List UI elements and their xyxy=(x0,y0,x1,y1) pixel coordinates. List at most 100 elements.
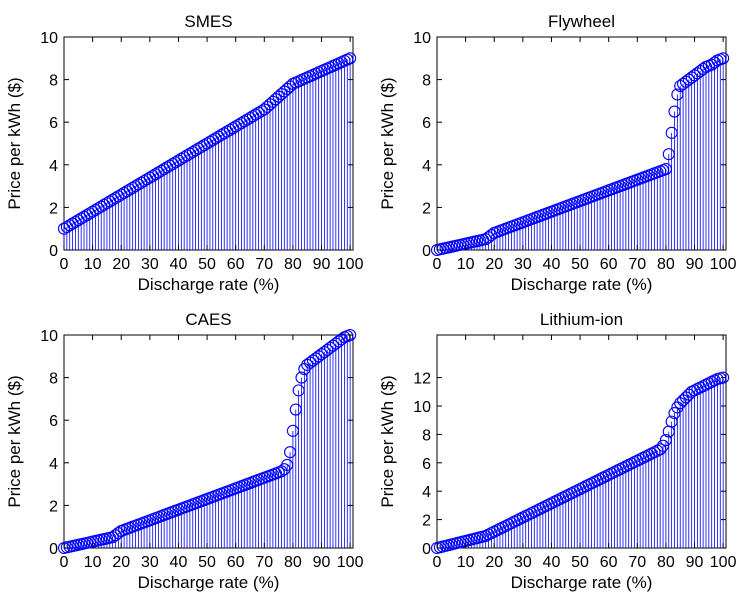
markers xyxy=(57,328,357,555)
stem-marker xyxy=(671,88,684,101)
y-tick-label: 10 xyxy=(413,30,431,47)
x-tick-label: 100 xyxy=(337,256,364,273)
x-tick-label: 90 xyxy=(686,554,704,571)
stems xyxy=(66,335,351,548)
y-tick-label: 6 xyxy=(49,115,58,132)
stem-marker xyxy=(717,371,730,384)
y-tick-label: 6 xyxy=(49,413,58,430)
markers xyxy=(430,371,730,555)
x-tick-label: 100 xyxy=(710,554,737,571)
x-tick-label: 40 xyxy=(170,554,188,571)
y-tick-label: 12 xyxy=(413,371,431,388)
y-tick-label: 4 xyxy=(49,158,58,175)
stems xyxy=(439,377,724,548)
stem-marker xyxy=(665,415,678,428)
plot-frame xyxy=(436,334,727,549)
stems xyxy=(439,58,724,250)
stem-marker xyxy=(292,384,305,397)
y-tick-label: 0 xyxy=(422,243,431,260)
y-tick-label: 2 xyxy=(49,200,58,217)
y-axis-label: Price per kWh ($) xyxy=(378,77,397,209)
x-tick-label: 70 xyxy=(628,256,646,273)
x-tick-label: 0 xyxy=(60,554,69,571)
stem-marker xyxy=(656,439,670,452)
stem-marker xyxy=(665,126,678,139)
y-tick-label: 2 xyxy=(422,200,431,217)
x-tick-label: 10 xyxy=(457,256,475,273)
y-tick-label: 0 xyxy=(422,541,431,558)
stem-marker xyxy=(659,434,672,447)
stem-marker xyxy=(295,371,308,384)
x-tick-label: 70 xyxy=(255,256,273,273)
x-tick-label: 10 xyxy=(457,554,475,571)
x-tick-label: 50 xyxy=(198,256,216,273)
y-tick-label: 6 xyxy=(422,456,431,473)
y-tick-label: 0 xyxy=(49,243,58,260)
x-tick-label: 20 xyxy=(112,554,130,571)
panel-smes: 0 10 20 30 40 50 60 70 80 90 100 0 2 4 6 8 10 SMES Dischar… xyxy=(5,12,364,294)
y-tick-label: 2 xyxy=(49,498,58,515)
plot-frame xyxy=(63,36,354,251)
stem-marker xyxy=(659,163,672,176)
stem-marker xyxy=(344,52,357,65)
y-tick-label: 8 xyxy=(49,371,58,388)
stem-marker xyxy=(662,148,675,161)
x-tick-label: 0 xyxy=(433,256,442,273)
x-tick-label: 10 xyxy=(84,554,102,571)
chart-title: Lithium-ion xyxy=(540,310,623,329)
x-tick-label: 40 xyxy=(543,554,561,571)
stems xyxy=(63,58,351,250)
y-tick-label: 4 xyxy=(422,484,431,501)
x-tick-label: 60 xyxy=(600,554,618,571)
x-tick-label: 90 xyxy=(686,256,704,273)
x-tick-label: 10 xyxy=(84,256,102,273)
x-axis-label: Discharge rate (%) xyxy=(138,275,280,294)
plot-frame xyxy=(63,334,354,549)
x-tick-label: 30 xyxy=(514,554,532,571)
stem-marker xyxy=(344,328,357,342)
markers xyxy=(430,52,730,257)
y-axis-label: Price per kWh ($) xyxy=(5,375,24,507)
x-tick-label: 0 xyxy=(60,256,69,273)
y-tick-label: 8 xyxy=(422,73,431,90)
plot-frame xyxy=(436,36,727,251)
panel-lithium-ion: 0 10 20 30 40 50 60 70 80 90 100 0 2 4 6 8 10 12 Lithium-i… xyxy=(378,310,737,592)
y-tick-label: 10 xyxy=(40,328,58,345)
x-tick-label: 20 xyxy=(112,256,130,273)
markers xyxy=(57,52,357,235)
y-axis-label: Price per kWh ($) xyxy=(378,375,397,507)
y-tick-label: 8 xyxy=(49,73,58,90)
x-tick-label: 20 xyxy=(485,554,503,571)
chart-title: CAES xyxy=(185,310,231,329)
y-tick-label: 4 xyxy=(49,456,58,473)
x-tick-label: 70 xyxy=(628,554,646,571)
y-tick-label: 2 xyxy=(422,513,431,530)
x-tick-label: 50 xyxy=(198,554,216,571)
x-tick-label: 30 xyxy=(514,256,532,273)
x-axis-label: Discharge rate (%) xyxy=(511,573,653,592)
y-tick-label: 10 xyxy=(40,30,58,47)
x-tick-label: 80 xyxy=(657,554,675,571)
y-tick-label: 4 xyxy=(422,158,431,175)
x-tick-label: 90 xyxy=(313,256,331,273)
x-tick-label: 70 xyxy=(255,554,273,571)
x-axis-label: Discharge rate (%) xyxy=(511,275,653,294)
y-axis-label: Price per kWh ($) xyxy=(5,77,24,209)
stem-marker xyxy=(283,446,297,459)
x-tick-label: 50 xyxy=(571,554,589,571)
x-tick-label: 30 xyxy=(141,554,159,571)
x-tick-label: 60 xyxy=(600,256,618,273)
x-tick-label: 100 xyxy=(337,554,364,571)
stem-marker xyxy=(286,424,299,437)
chart-title: SMES xyxy=(184,12,232,31)
x-tick-label: 80 xyxy=(284,256,302,273)
y-tick-label: 6 xyxy=(422,115,431,132)
x-tick-label: 90 xyxy=(313,554,331,571)
y-tick-label: 8 xyxy=(422,427,431,444)
panel-caes: 0 10 20 30 40 50 60 70 80 90 100 0 2 4 6 8 10 CAES Dischar… xyxy=(5,310,364,592)
x-tick-label: 40 xyxy=(170,256,188,273)
stem-marker xyxy=(654,443,667,456)
x-tick-label: 20 xyxy=(485,256,503,273)
x-tick-label: 60 xyxy=(227,554,245,571)
